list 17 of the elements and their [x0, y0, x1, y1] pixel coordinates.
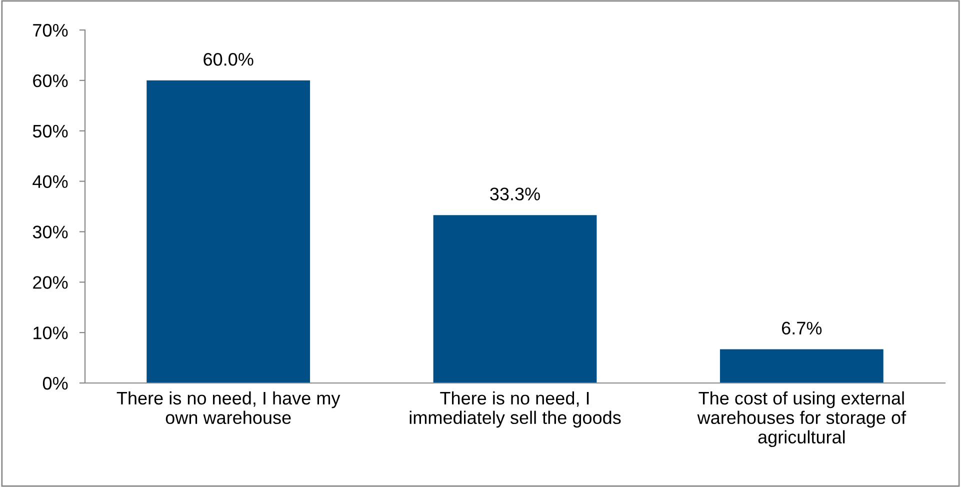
- y-tick-label: 40%: [32, 175, 68, 188]
- data-label: 33.3%: [490, 188, 540, 200]
- bar: [146, 80, 310, 383]
- y-tick-label: 30%: [32, 226, 68, 238]
- x-tick-label: There is no need, I have my own warehouse: [116, 391, 340, 424]
- y-tick-label: 0%: [42, 376, 68, 390]
- y-tick-label: 10%: [34, 326, 68, 340]
- data-label: 60.0%: [204, 52, 254, 66]
- y-tick-label: 50%: [32, 124, 68, 138]
- y-tick-label: 20%: [33, 276, 68, 289]
- data-label: 6.7%: [782, 322, 822, 335]
- y-tick-label: 70%: [33, 24, 68, 37]
- x-tick-label: There is no need, I immediately sell the goods: [410, 391, 621, 428]
- bar: [433, 215, 597, 383]
- bar: [720, 349, 884, 383]
- y-tick-label: 60%: [33, 74, 68, 88]
- x-tick-label: The cost of using external warehouses for storage of agricultural: [697, 391, 906, 448]
